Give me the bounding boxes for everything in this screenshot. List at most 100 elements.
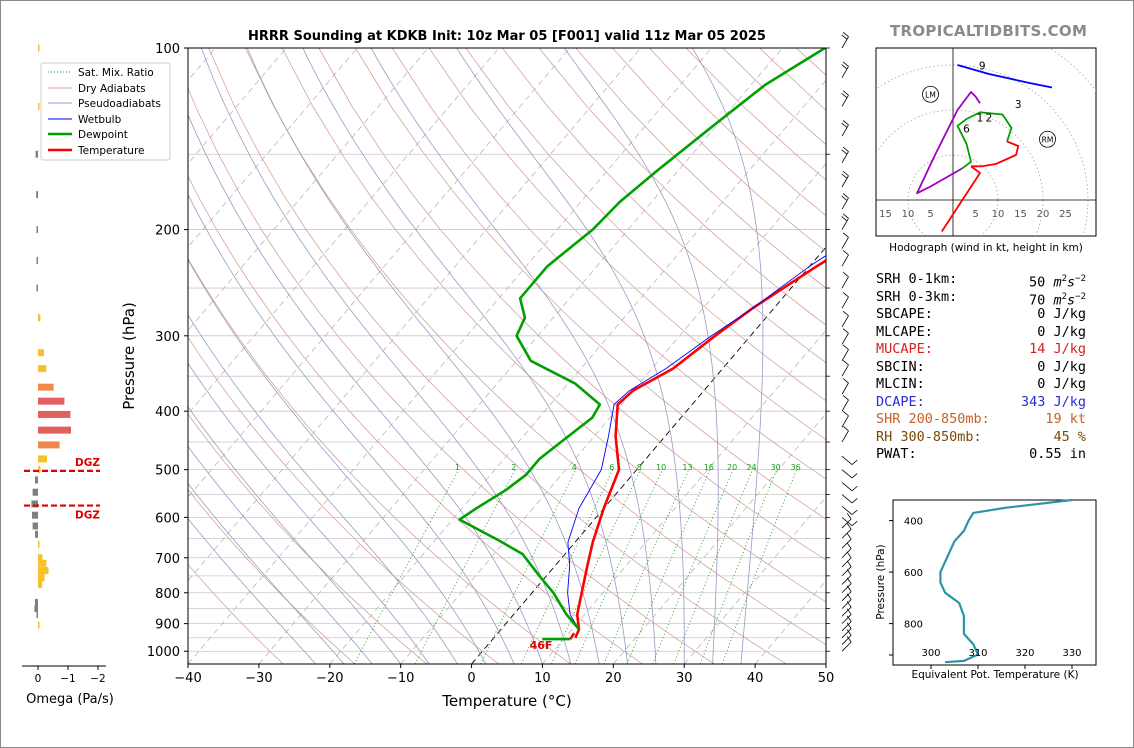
- stat-number: 70: [1029, 292, 1046, 308]
- stat-row: PWAT: 0.55 in: [876, 446, 1086, 464]
- dgz-label: DGZ: [75, 457, 100, 469]
- wind-barb: [841, 250, 849, 267]
- dry-adiabat: [355, 48, 826, 520]
- series-line-dewpoint: [458, 48, 826, 631]
- theta-e-series: [939, 498, 1073, 664]
- omega-bar: [32, 488, 38, 496]
- y-tick-label: 200: [155, 224, 180, 239]
- mixing-ratio-label: 24: [746, 463, 756, 472]
- hodograph-height-label: 9: [979, 61, 986, 73]
- svg-text:RM: RM: [1042, 135, 1054, 144]
- hodograph-tick-label: 15: [879, 209, 892, 220]
- omega-bar: [38, 314, 41, 322]
- omega-bar: [38, 554, 43, 562]
- wind-barb: [841, 636, 852, 652]
- stat-value: 0 J/kg: [1037, 358, 1086, 375]
- omega-bar: [38, 397, 65, 405]
- dry-adiabat: [188, 488, 356, 664]
- wind-barb: [841, 292, 849, 309]
- wind-barb: [841, 533, 852, 549]
- mixing-ratio-line: [652, 469, 734, 664]
- hodograph-tick-label: 20: [1037, 209, 1050, 220]
- wind-barb: [841, 378, 849, 395]
- skewt-background-lines: 1 2 4 6 8 10 13 16 20 24 30 36: [188, 48, 826, 664]
- x-tick-label: 30: [676, 671, 693, 686]
- storm-motion-marker: RM: [1039, 130, 1056, 148]
- wind-barb: [841, 310, 849, 328]
- omega-bar: [38, 410, 71, 418]
- wind-barb: [841, 577, 852, 594]
- omega-tick-label: −1: [60, 673, 75, 685]
- hodograph-segment: [956, 111, 1013, 170]
- isotherm: [188, 48, 287, 165]
- wind-barb: [841, 551, 852, 568]
- stat-row: RH 300-850mb: 45 %: [876, 429, 1086, 447]
- dry-adiabat: [318, 48, 826, 561]
- stat-value: 19 kt: [1045, 411, 1086, 427]
- y-axis-label: Pressure (hPa): [120, 302, 138, 410]
- hodograph-segment: [957, 64, 1053, 89]
- y-tick-label: 300: [155, 330, 180, 345]
- theta-e-y-tick-label: 600: [904, 568, 923, 579]
- dry-adiabat: [188, 413, 428, 664]
- dry-adiabat: [188, 175, 643, 664]
- isotherm: [471, 246, 826, 664]
- hodograph-height-label: 1: [977, 112, 984, 124]
- hodograph-segment: [941, 165, 981, 232]
- hodograph-height-label: 3: [1015, 99, 1022, 111]
- skewt-series: [458, 48, 826, 641]
- stat-value: 0 J/kg: [1037, 306, 1086, 322]
- wind-barb: [841, 569, 852, 585]
- series-line-temperature: [574, 259, 826, 639]
- stat-label: PWAT:: [876, 446, 917, 462]
- hodograph-labels: 15 10 5 5 10 15 20 25 LM RM 9 3 1 2 6: [879, 61, 1072, 221]
- moist-adiabat: [563, 48, 719, 664]
- dry-adiabat: [208, 48, 787, 664]
- stat-row: SBCAPE: 0 J/kg: [876, 306, 1086, 324]
- y-tick-label: 1000: [147, 645, 180, 660]
- mixing-ratio-line: [673, 469, 754, 664]
- wind-barb: [841, 608, 852, 624]
- moist-adiabat: [188, 258, 487, 664]
- stat-label: RH 300-850mb:: [876, 428, 982, 445]
- skewt-panel: 1 2 4 6 8 10 13 16 20 24 30 36 −40 −30 −20 −10 0 10 20 30 4…: [40, 29, 858, 710]
- moist-adiabat: [370, 48, 657, 664]
- moist-adiabat: [188, 113, 543, 664]
- moist-adiabat: [188, 445, 373, 664]
- wind-barb: [841, 523, 852, 539]
- omega-bar: [38, 621, 40, 629]
- moist-adiabat: [692, 48, 764, 664]
- wind-barbs: [841, 31, 858, 652]
- x-tick-label: −40: [174, 671, 201, 686]
- storm-motion-marker: LM: [922, 85, 939, 103]
- hodograph-rings: [876, 48, 1096, 236]
- moist-adiabat: [188, 406, 402, 664]
- omega-bar: [36, 611, 38, 619]
- omega-bar: [35, 476, 38, 484]
- omega-bar: [38, 441, 60, 449]
- mixing-ratio-line: [480, 469, 577, 664]
- hodograph-segment: [971, 140, 1020, 168]
- stat-label: MLCAPE:: [876, 323, 933, 340]
- mixing-ratio-line: [699, 469, 778, 664]
- wind-barb: [841, 232, 849, 249]
- wind-barb: [841, 360, 849, 377]
- omega-bar: [38, 580, 43, 588]
- mixing-ratio-line: [353, 469, 460, 664]
- skewt-axes-frame: [187, 47, 827, 665]
- mixing-ratio-label: 6: [609, 463, 614, 472]
- wind-barb: [841, 585, 852, 602]
- stat-value: 45 %: [1053, 428, 1086, 445]
- wind-barb: [841, 31, 849, 49]
- wind-barb: [841, 328, 849, 345]
- wind-barb: [841, 593, 852, 609]
- mixing-ratio-line: [626, 469, 711, 664]
- wind-barb: [841, 505, 858, 515]
- hodograph-title: Hodograph (wind in kt, height in km): [889, 242, 1083, 254]
- stat-label: SHR 200-850mb:: [876, 411, 990, 427]
- mixing-ratio-label: 1: [455, 463, 460, 472]
- stat-value: 0 J/kg: [1037, 323, 1086, 340]
- moist-adiabat: [246, 48, 600, 664]
- wind-barb: [841, 455, 858, 465]
- x-tick-label: 0: [467, 671, 475, 686]
